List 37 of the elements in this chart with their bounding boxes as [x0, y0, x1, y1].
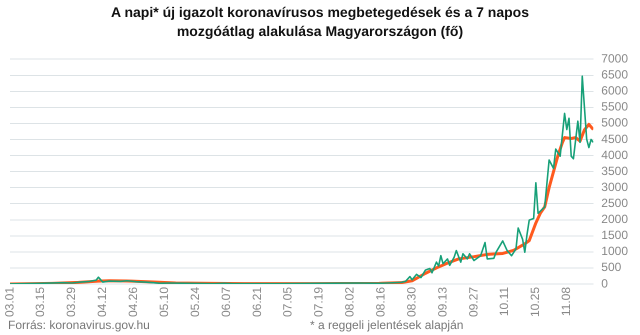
y-tick-label: 6500 [601, 68, 628, 82]
x-tick-label: 03.29 [64, 286, 78, 317]
y-tick-label: 5500 [601, 100, 628, 114]
x-tick-label: 06.07 [218, 286, 233, 317]
y-tick-label: 3500 [601, 164, 628, 178]
y-tick-label: 7000 [601, 52, 628, 66]
x-tick-label: 04.26 [126, 286, 140, 317]
x-tick-label: 08.16 [374, 286, 388, 317]
y-tick-label: 2000 [601, 212, 628, 226]
x-tick-label: 10.11 [497, 286, 512, 316]
x-tick-label: 03.15 [33, 286, 48, 317]
x-tick-label: 05.10 [156, 286, 171, 317]
x-tick-label: 09.13 [435, 286, 450, 317]
y-tick-label: 3000 [601, 180, 628, 194]
x-tick-label: 09.27 [466, 286, 480, 317]
y-tick-label: 5000 [601, 116, 628, 130]
y-tick-label: 1000 [601, 244, 628, 258]
x-tick-label: 05.24 [188, 286, 202, 317]
x-tick-label: 04.12 [95, 286, 110, 317]
x-tick-label: 08.02 [342, 286, 357, 317]
chart-title: A napi* új igazolt koronavírusos megbetegedések és a 7 napos mozgóátlag alakulása Magyarországon (fő) [110, 3, 530, 41]
y-tick-label: 1500 [601, 228, 628, 242]
x-tick-label: 07.19 [312, 286, 326, 317]
x-tick-label: 10.25 [528, 286, 542, 317]
x-tick-label: 03.01 [2, 286, 16, 317]
x-tick-label: 06.21 [250, 286, 264, 317]
y-tick-label: 4000 [601, 148, 628, 162]
x-tick-label: 11.08 [559, 286, 574, 316]
text: Forrás: koronavirus.gov.hu [8, 318, 150, 332]
x-tick-label: 08.30 [404, 286, 418, 317]
y-tick-label: 4500 [601, 132, 628, 146]
y-tick-label: 6000 [601, 84, 628, 98]
text: * a reggeli jelentések alapján [310, 318, 464, 332]
y-tick-label: 500 [601, 260, 622, 274]
y-tick-label: 0 [601, 276, 608, 290]
x-tick-label: 07.05 [280, 286, 295, 317]
y-tick-label: 2500 [601, 196, 628, 210]
